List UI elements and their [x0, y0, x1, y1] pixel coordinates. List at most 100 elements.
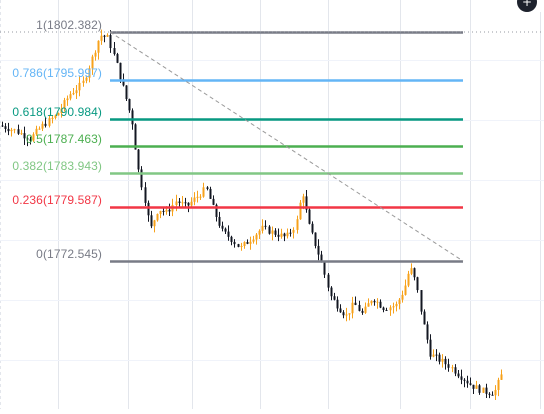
candle-down: [162, 210, 165, 212]
candle-down: [277, 234, 280, 237]
candle-down: [206, 187, 209, 189]
candle-down: [420, 290, 423, 312]
candle-up: [193, 197, 196, 202]
candle-down: [128, 99, 131, 111]
candle-down: [218, 216, 221, 226]
candle-down: [103, 35, 106, 37]
candle-down: [330, 287, 333, 297]
candle-up: [75, 90, 78, 94]
candle-down: [426, 324, 429, 340]
candle-up: [243, 242, 246, 246]
candle-down: [333, 296, 336, 300]
candle-down: [314, 232, 317, 246]
candle-down: [342, 312, 345, 316]
candle-up: [199, 196, 202, 198]
candle-up: [292, 229, 295, 233]
candle-up: [258, 230, 261, 235]
candle-down: [358, 304, 361, 311]
candle-up: [364, 306, 367, 313]
candle-up: [432, 354, 435, 357]
candle-down: [17, 129, 20, 134]
fib-label-0786: 0.786(1795.997): [12, 66, 102, 80]
candle-up: [299, 202, 302, 220]
fib-label-05: 0.5(1787.463): [25, 132, 102, 146]
candle-down: [323, 262, 326, 275]
candle-down: [125, 85, 128, 100]
candle-down: [429, 339, 432, 357]
candle-up: [494, 389, 497, 396]
candle-up: [190, 201, 193, 206]
fib-label-0382: 0.382(1783.943): [12, 159, 102, 173]
fib-label-0: 0(1772.545): [36, 247, 102, 261]
candle-up: [51, 117, 54, 119]
candle-down: [466, 380, 469, 384]
candle-down: [212, 198, 215, 205]
candle-down: [491, 394, 494, 396]
candle-down: [246, 242, 249, 244]
candle-down: [413, 268, 416, 278]
candle-down: [385, 309, 388, 311]
candle-down: [308, 209, 311, 224]
candle-up: [63, 100, 66, 109]
candle-up: [451, 367, 454, 369]
candle-up: [441, 358, 444, 362]
candle-down: [4, 126, 7, 129]
candle-up: [296, 219, 299, 230]
candle-down: [472, 384, 475, 389]
candle-up: [94, 52, 97, 57]
candle-up: [351, 302, 354, 314]
candle-up: [482, 387, 485, 393]
candle-up: [78, 82, 81, 91]
candle-up: [261, 225, 264, 231]
fib-label-1: 1(1802.382): [36, 18, 102, 32]
candle-down: [264, 225, 267, 227]
candle-down: [26, 138, 29, 140]
candle-up: [404, 285, 407, 295]
candle-up: [72, 93, 75, 95]
candle-up: [57, 113, 60, 116]
candle-down: [485, 387, 488, 394]
candle-down: [168, 209, 171, 212]
candle-up: [153, 220, 156, 227]
candle-up: [85, 77, 88, 81]
candle-down: [178, 201, 181, 203]
candle-up: [240, 245, 243, 247]
candle-down: [320, 254, 323, 263]
candle-up: [165, 209, 168, 212]
candle-up: [69, 94, 72, 99]
candle-up: [20, 133, 23, 135]
fib-label-0618: 0.618(1790.984): [12, 105, 102, 119]
candle-down: [144, 187, 147, 203]
candle-down: [488, 393, 491, 395]
candle-down: [184, 202, 187, 204]
candle-down: [140, 169, 143, 188]
candle-down: [289, 232, 292, 234]
candle-up: [475, 385, 478, 389]
candle-down: [224, 228, 227, 232]
candle-up: [407, 273, 410, 286]
candle-up: [345, 314, 348, 316]
candle-down: [122, 79, 125, 86]
candle-up: [255, 234, 258, 240]
candle-down: [44, 123, 47, 126]
candle-down: [447, 364, 450, 368]
candle-up: [13, 129, 16, 131]
candle-down: [454, 367, 457, 374]
candle-up: [54, 115, 57, 118]
candle-up: [252, 239, 255, 242]
candle-up: [398, 299, 401, 304]
candle-down: [274, 230, 277, 235]
candle-up: [348, 313, 351, 315]
add-button[interactable]: +: [511, 0, 544, 12]
candle-up: [91, 56, 94, 69]
candle-down: [268, 226, 271, 234]
candle-down: [379, 301, 382, 308]
candle-down: [457, 373, 460, 377]
candle-up: [376, 301, 379, 303]
candle-up: [401, 294, 404, 300]
candle-up: [181, 202, 184, 204]
candle-down: [283, 233, 286, 237]
candle-up: [41, 123, 44, 129]
